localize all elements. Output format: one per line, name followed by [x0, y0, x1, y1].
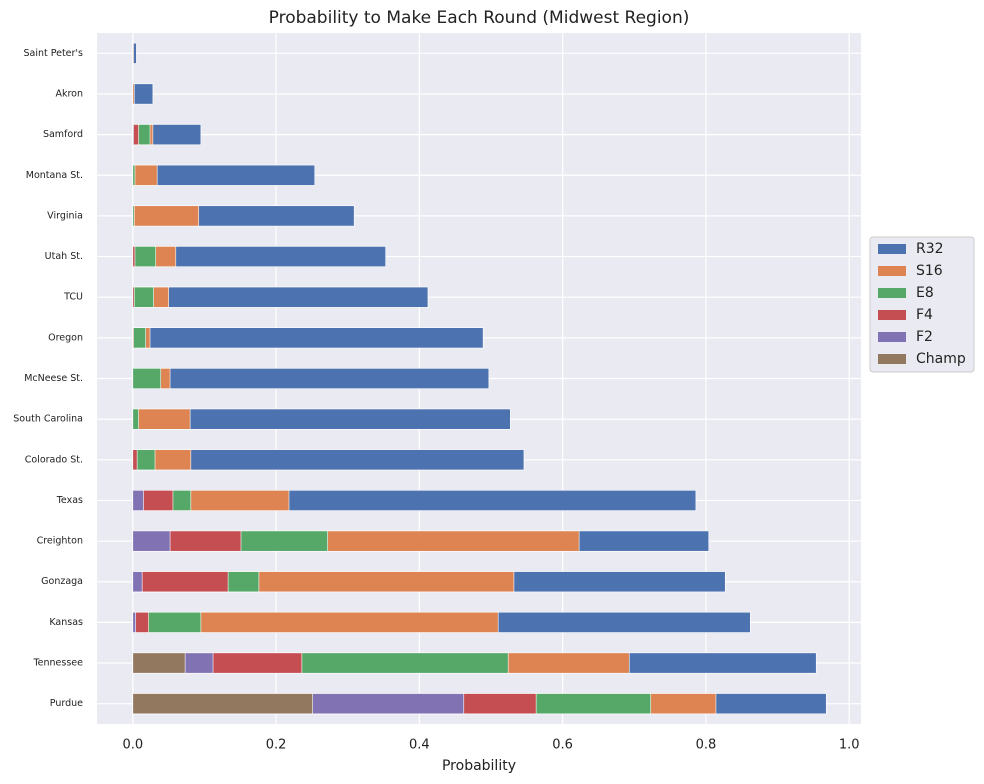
bar [132, 327, 147, 349]
y-tick-label: Samford [43, 129, 83, 140]
y-tick-label: Saint Peter's [23, 48, 83, 59]
bar [132, 124, 134, 146]
y-tick-label: Purdue [50, 698, 83, 709]
bar [132, 571, 143, 593]
bar [132, 246, 136, 268]
bar [132, 368, 490, 389]
y-tick-label: Montana St. [26, 170, 83, 181]
bar [132, 83, 135, 105]
y-tick-label: Texas [56, 495, 83, 506]
legend-label: F2 [916, 329, 933, 345]
legend-label: Champ [916, 351, 966, 367]
x-axis-label: Probability [442, 758, 516, 774]
y-tick-label: Colorado St. [25, 454, 83, 465]
y-tick-label: Tennessee [32, 658, 83, 669]
bar [132, 611, 136, 633]
legend-label: F4 [916, 307, 933, 323]
y-tick-label: Akron [55, 88, 83, 99]
legend-label: R32 [916, 241, 944, 257]
legend-label: S16 [916, 263, 943, 279]
bar [132, 42, 134, 64]
legend-swatch [878, 288, 906, 298]
x-tick-label: 0.2 [266, 738, 287, 753]
chart-title: Probability to Make Each Round (Midwest … [269, 8, 690, 28]
bar [132, 164, 316, 186]
legend-label: E8 [916, 285, 934, 301]
y-tick-label: Creighton [37, 536, 83, 547]
x-tick-label: 0.0 [122, 738, 143, 753]
legend-swatch [878, 266, 906, 276]
bar [132, 449, 138, 471]
x-tick-label: 1.0 [839, 738, 860, 753]
bar [132, 83, 154, 105]
bar [132, 408, 139, 430]
y-tick-label: Utah St. [45, 251, 83, 262]
x-tick-label: 0.8 [696, 738, 717, 753]
bar [132, 652, 186, 674]
legend-swatch [878, 310, 906, 320]
bar [132, 327, 484, 349]
bar [132, 286, 154, 308]
y-tick-label: South Carolina [13, 414, 83, 425]
bar [132, 571, 229, 593]
bar [132, 530, 171, 552]
bar [132, 246, 157, 268]
bar [132, 408, 191, 430]
legend-swatch [878, 244, 906, 254]
bar [132, 368, 162, 389]
y-tick-label: Kansas [49, 617, 83, 628]
bar [132, 489, 144, 511]
y-tick-label: Gonzaga [41, 576, 83, 587]
bar [132, 205, 135, 227]
x-tick-label: 0.6 [552, 738, 573, 753]
bar [132, 327, 134, 349]
legend-swatch [878, 332, 906, 342]
bar [132, 449, 525, 471]
y-tick-label: Virginia [47, 210, 83, 221]
x-tick-label: 0.4 [409, 738, 430, 753]
y-tick-label: McNeese St. [24, 373, 83, 384]
bar [132, 286, 135, 308]
y-tick-label: Oregon [48, 332, 83, 343]
bar [132, 164, 136, 186]
bar [132, 693, 313, 715]
y-tick-label: TCU [63, 292, 83, 303]
bar [132, 286, 429, 308]
bar [132, 164, 158, 186]
bar [132, 205, 200, 227]
legend-swatch [878, 354, 906, 364]
